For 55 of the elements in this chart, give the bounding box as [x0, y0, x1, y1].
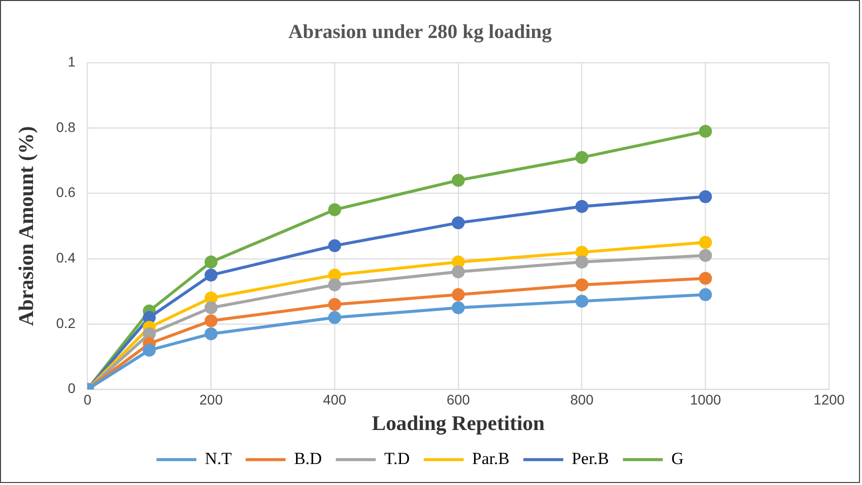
point — [452, 256, 465, 268]
point — [452, 301, 465, 314]
point — [452, 288, 465, 302]
x-tick-label: 1000 — [690, 392, 722, 408]
point — [575, 246, 588, 259]
point — [204, 268, 218, 282]
point — [698, 190, 712, 204]
y-tick-label: 0.6 — [56, 184, 76, 200]
y-tick-label: 0 — [68, 380, 76, 396]
y-tick-label: 0.4 — [56, 250, 76, 266]
point — [452, 216, 465, 230]
point — [328, 203, 342, 216]
point — [698, 248, 712, 262]
point — [575, 278, 588, 292]
y-axis-title: Abrasion Amount (%) — [14, 126, 38, 326]
point — [204, 291, 218, 304]
legend-label: Per.B — [572, 449, 609, 468]
legend-label: G — [671, 449, 684, 468]
point — [575, 256, 588, 268]
point — [698, 288, 712, 302]
point — [204, 327, 218, 340]
point — [452, 174, 465, 187]
point — [328, 298, 342, 311]
point — [698, 272, 712, 285]
x-tick-label: 0 — [84, 392, 92, 408]
chart-title: Abrasion under 280 kg loading — [288, 21, 552, 44]
point — [142, 311, 156, 324]
legend-label: T.D — [384, 449, 410, 468]
point — [204, 256, 218, 268]
x-tick-label: 600 — [446, 392, 470, 408]
x-tick-label: 400 — [323, 392, 347, 408]
point — [142, 327, 156, 340]
y-tick-label: 1 — [68, 54, 76, 70]
point — [204, 314, 218, 328]
point — [575, 150, 588, 164]
x-tick-label: 1200 — [814, 392, 845, 408]
x-axis-title: Loading Repetition — [372, 411, 546, 436]
x-tick-label: 200 — [199, 392, 223, 408]
x-tick-label: 800 — [570, 392, 594, 408]
point — [328, 239, 342, 252]
legend-label: B.D — [294, 449, 322, 468]
point — [575, 200, 588, 213]
y-tick-label: 0.2 — [56, 314, 76, 331]
point — [328, 311, 342, 324]
point — [328, 268, 342, 282]
legend-label: N.T — [204, 449, 232, 468]
point — [204, 301, 218, 314]
point — [328, 278, 342, 292]
y-tick-label: 0.8 — [56, 118, 76, 135]
point — [575, 294, 588, 308]
point — [698, 124, 712, 138]
point — [142, 344, 156, 357]
point — [698, 236, 712, 249]
legend-label: Par.B — [472, 449, 510, 468]
point — [452, 265, 465, 278]
